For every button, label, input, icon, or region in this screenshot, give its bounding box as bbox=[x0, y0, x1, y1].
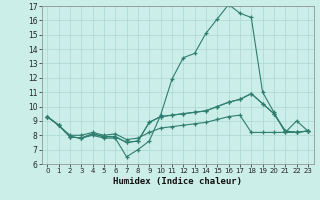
X-axis label: Humidex (Indice chaleur): Humidex (Indice chaleur) bbox=[113, 177, 242, 186]
